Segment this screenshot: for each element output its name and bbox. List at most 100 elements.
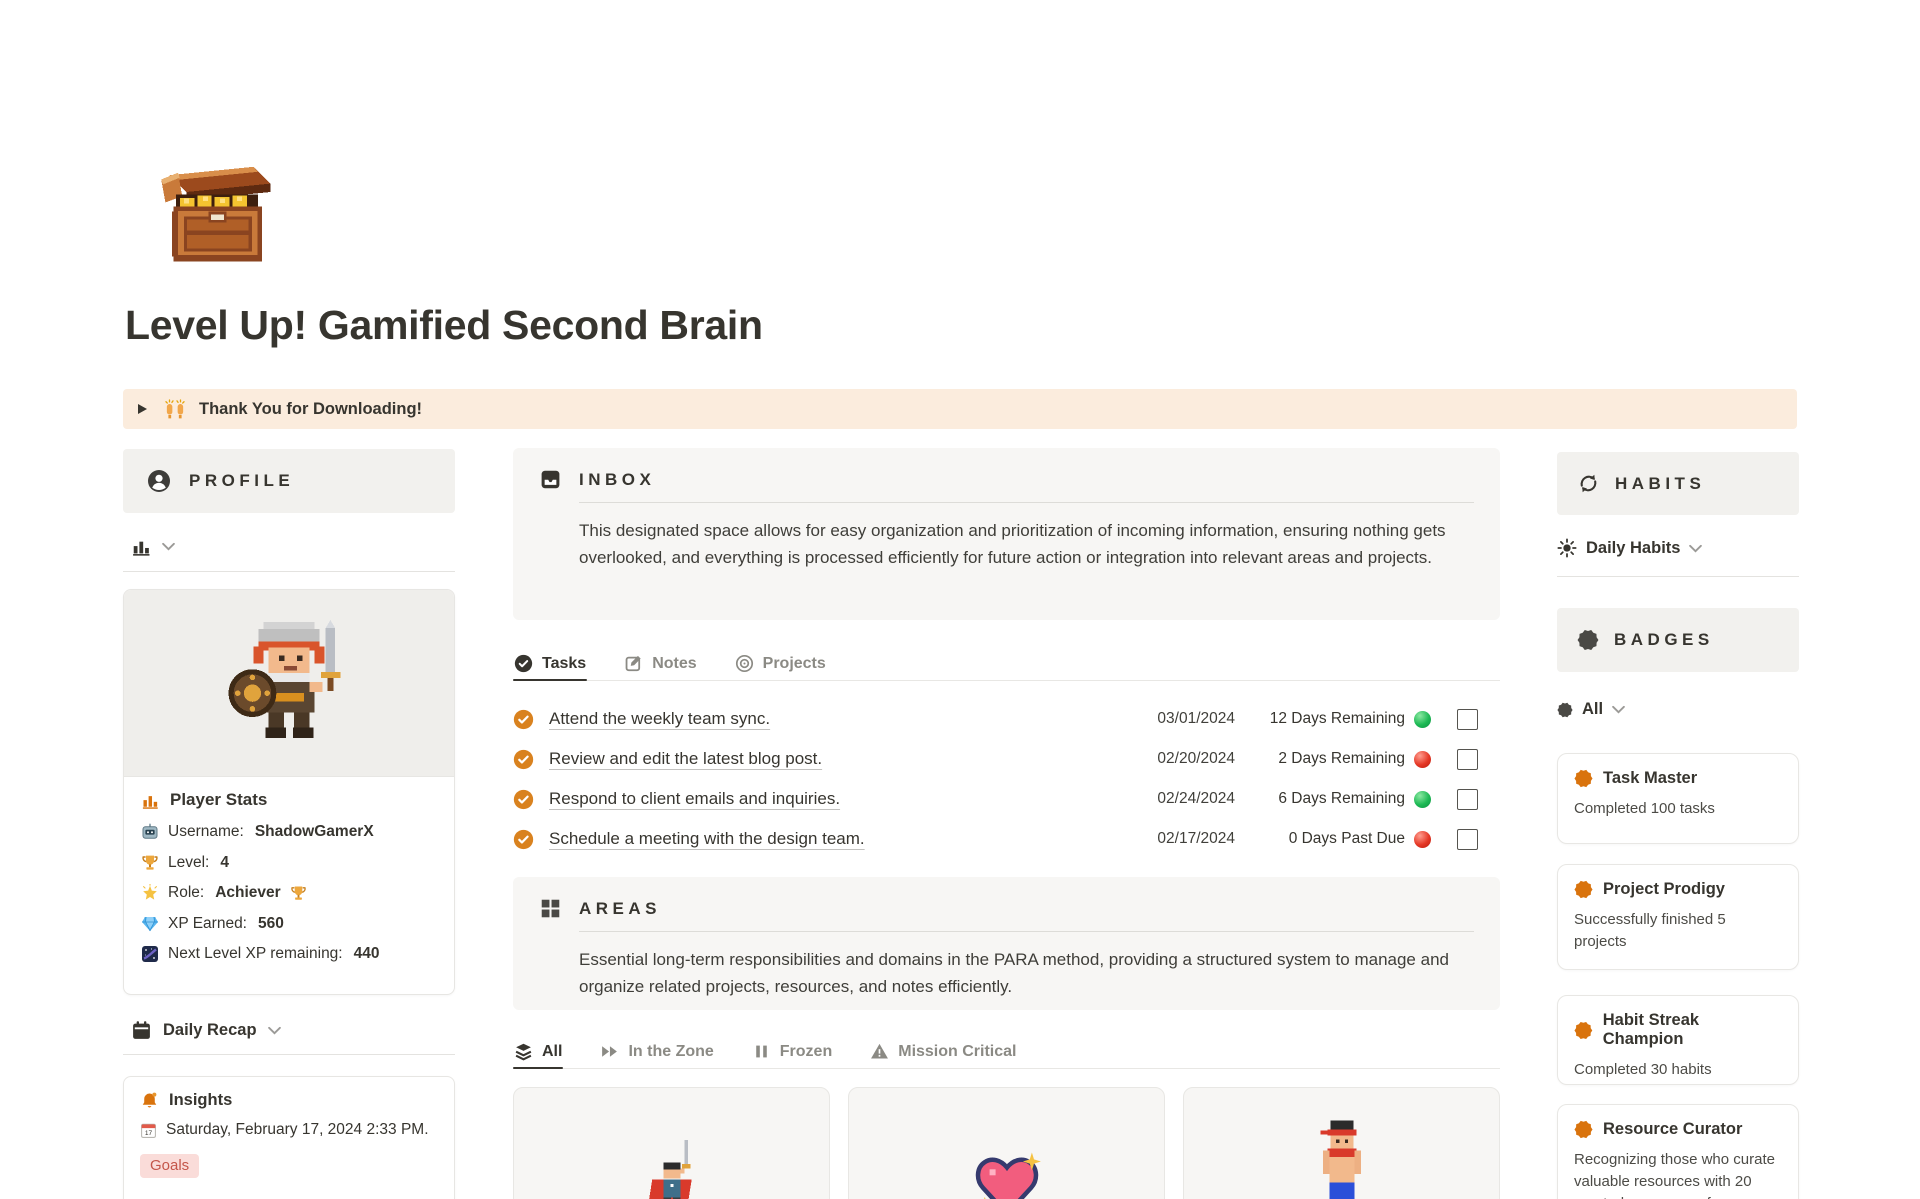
badge-card[interactable]: Project Prodigy Successfully finished 5 … bbox=[1557, 864, 1799, 970]
tab-notes-label: Notes bbox=[652, 654, 697, 672]
orange-badge-seal-icon bbox=[1574, 1021, 1593, 1039]
task-checkbox[interactable] bbox=[1457, 748, 1478, 770]
chevron-down-icon bbox=[267, 1026, 281, 1035]
task-checkbox[interactable] bbox=[1457, 828, 1478, 850]
areas-header-row: AREAS bbox=[539, 897, 1474, 920]
badge-description: Completed 100 tasks bbox=[1574, 800, 1715, 817]
task-checkbox[interactable] bbox=[1457, 708, 1478, 730]
trophy-icon bbox=[142, 855, 158, 870]
tab-in-the-zone[interactable]: In the Zone bbox=[599, 1033, 714, 1068]
badge-card[interactable]: Habit Streak Champion Completed 30 habit… bbox=[1557, 995, 1799, 1085]
inbox-inner: This designated space allows for easy or… bbox=[579, 502, 1474, 571]
player-stats-title: Player Stats bbox=[170, 790, 268, 809]
insights-title-row: Insights bbox=[140, 1091, 438, 1110]
tab-frozen-label: Frozen bbox=[779, 1042, 833, 1060]
areas-description: Essential long-term responsibilities and… bbox=[579, 950, 1449, 996]
gem-icon bbox=[142, 916, 158, 931]
orange-check-circle-icon bbox=[513, 829, 534, 849]
badge-name: Resource Curator bbox=[1603, 1120, 1743, 1138]
tab-tasks-label: Tasks bbox=[542, 654, 587, 672]
stat-label: Username: bbox=[168, 823, 244, 840]
task-row: Schedule a meeting with the design team.… bbox=[513, 819, 1500, 859]
badge-name: Task Master bbox=[1603, 769, 1698, 787]
daily-recap-label: Daily Recap bbox=[163, 1021, 257, 1039]
insights-card[interactable]: Insights 17 Saturday, February 17, 2024 … bbox=[123, 1076, 455, 1199]
tab-projects[interactable]: Projects bbox=[734, 645, 827, 680]
left-divider-1 bbox=[123, 571, 455, 572]
daily-recap-selector[interactable]: Daily Recap bbox=[131, 1020, 281, 1041]
daily-habits-selector[interactable]: Daily Habits bbox=[1557, 538, 1703, 558]
sun-icon bbox=[1557, 538, 1577, 558]
stat-label: Level: bbox=[168, 853, 210, 871]
orange-check-circle-icon bbox=[513, 709, 534, 729]
badge-card[interactable]: Resource Curator Recognizing those who c… bbox=[1557, 1104, 1799, 1199]
person-icon bbox=[148, 470, 170, 492]
task-due-date[interactable]: 02/20/2024 bbox=[1157, 750, 1235, 767]
inbox-description: This designated space allows for easy or… bbox=[579, 521, 1446, 567]
toggle-triangle-icon[interactable] bbox=[138, 404, 147, 414]
insights-date-row: 17 Saturday, February 17, 2024 2:33 PM. bbox=[140, 1121, 438, 1139]
inbox-header-label: INBOX bbox=[579, 469, 656, 489]
task-name-link[interactable]: Respond to client emails and inquiries. bbox=[549, 789, 841, 808]
tab-all[interactable]: All bbox=[513, 1033, 564, 1069]
badge-title-row: Habit Streak Champion bbox=[1574, 1011, 1782, 1049]
avatar-zone bbox=[124, 590, 454, 777]
profile-view-selector[interactable] bbox=[131, 536, 175, 557]
badge-name: Project Prodigy bbox=[1603, 880, 1725, 898]
tab-notes[interactable]: Notes bbox=[623, 645, 697, 680]
task-name-link[interactable]: Review and edit the latest blog post. bbox=[549, 749, 823, 768]
page-icon-treasure-chest[interactable] bbox=[157, 158, 283, 268]
profile-header-label: PROFILE bbox=[189, 471, 295, 490]
red-calendar-icon: 17 bbox=[141, 1123, 156, 1138]
area-cards bbox=[513, 1087, 1500, 1199]
stat-role: Role: Achiever bbox=[141, 884, 437, 902]
chevron-down-icon bbox=[1689, 544, 1703, 553]
task-due-date[interactable]: 03/01/2024 bbox=[1157, 710, 1235, 727]
goals-tag[interactable]: Goals bbox=[140, 1154, 200, 1178]
stat-value: 4 bbox=[220, 853, 229, 871]
pixel-boxer-art bbox=[1320, 1120, 1361, 1199]
orange-check-circle-icon bbox=[513, 749, 534, 769]
orange-badge-seal-icon bbox=[1574, 880, 1593, 899]
badges-filter-selector[interactable]: All bbox=[1557, 700, 1625, 719]
stat-value: ShadowGamerX bbox=[254, 823, 374, 840]
raised-hands-icon bbox=[165, 399, 185, 419]
chevron-down-icon bbox=[1612, 705, 1625, 714]
player-stats-card[interactable]: Player Stats Username: ShadowGamerX bbox=[123, 589, 455, 995]
inbox-section: INBOX This designated space allows for e… bbox=[513, 448, 1500, 620]
stat-username: Username: ShadowGamerX bbox=[141, 823, 437, 841]
task-due-date[interactable]: 02/24/2024 bbox=[1157, 790, 1235, 807]
task-row: Review and edit the latest blog post. 02… bbox=[513, 739, 1500, 779]
task-due-date[interactable]: 02/17/2024 bbox=[1157, 830, 1235, 847]
area-card[interactable] bbox=[1183, 1087, 1500, 1199]
task-checkbox[interactable] bbox=[1457, 788, 1478, 810]
task-name-link[interactable]: Schedule a meeting with the design team. bbox=[549, 829, 865, 848]
area-card[interactable] bbox=[848, 1087, 1165, 1199]
stat-label: XP Earned: bbox=[168, 914, 247, 932]
right-divider-1 bbox=[1557, 576, 1799, 577]
thank-you-callout[interactable]: Thank You for Downloading! bbox=[123, 389, 1797, 429]
task-row: Attend the weekly team sync. 03/01/2024 … bbox=[513, 699, 1500, 739]
orange-badge-seal-icon bbox=[1574, 1120, 1593, 1139]
robot-icon bbox=[142, 823, 158, 839]
insights-date: Saturday, February 17, 2024 2:33 PM. bbox=[166, 1121, 429, 1138]
tab-tasks[interactable]: Tasks bbox=[513, 645, 588, 681]
player-stats-body: Player Stats Username: ShadowGamerX bbox=[124, 777, 454, 963]
areas-header-label: AREAS bbox=[579, 898, 662, 918]
tab-projects-label: Projects bbox=[762, 654, 826, 672]
player-stats-title-row: Player Stats bbox=[141, 790, 437, 810]
tab-frozen[interactable]: Frozen bbox=[751, 1033, 833, 1068]
tab-mission-critical[interactable]: Mission Critical bbox=[869, 1033, 1017, 1068]
areas-tabs: All In the Zone Frozen Mission Critical bbox=[513, 1033, 1500, 1069]
orange-badge-seal-icon bbox=[1574, 769, 1593, 788]
chevron-down-icon bbox=[162, 542, 175, 551]
target-icon bbox=[735, 654, 753, 673]
area-card[interactable] bbox=[513, 1087, 830, 1199]
badges-filter-label: All bbox=[1582, 700, 1604, 718]
badge-card[interactable]: Task Master Completed 100 tasks bbox=[1557, 753, 1799, 844]
warning-icon bbox=[871, 1043, 889, 1059]
task-name-link[interactable]: Attend the weekly team sync. bbox=[549, 709, 771, 728]
task-status: 6 Days Remaining bbox=[1278, 790, 1405, 807]
areas-header-divider bbox=[579, 931, 1474, 932]
badges-header-label: BADGES bbox=[1614, 630, 1714, 649]
